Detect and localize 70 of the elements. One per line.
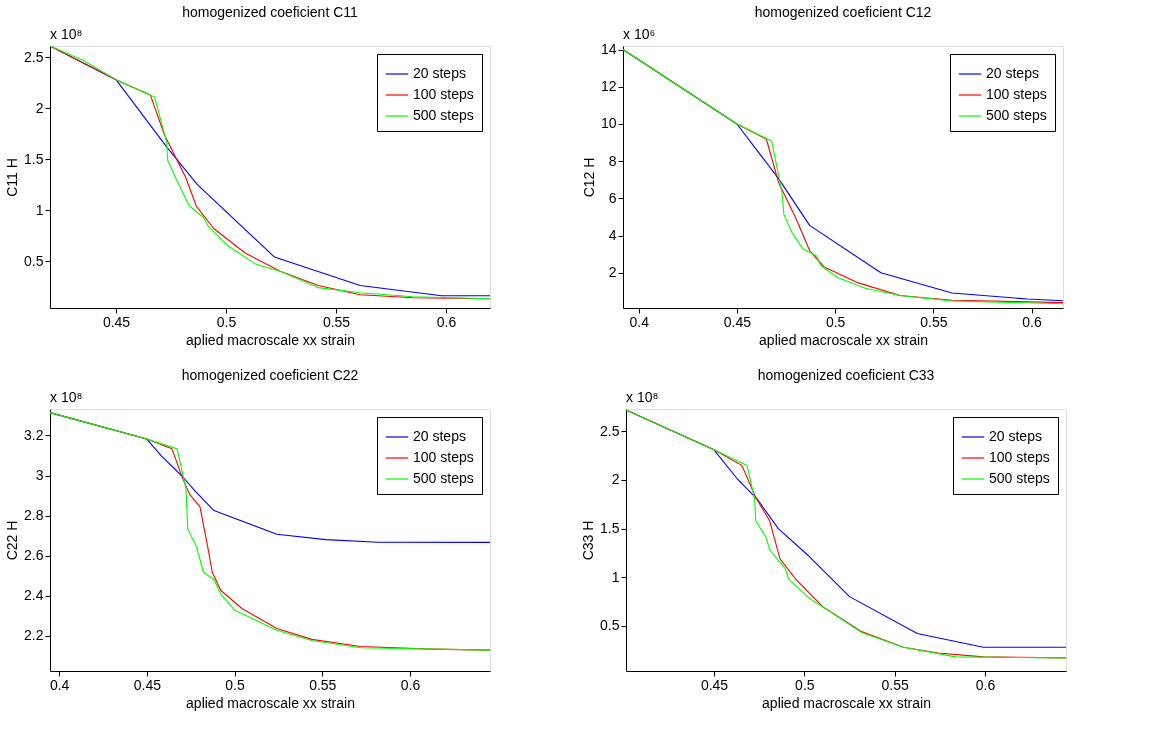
y-tick-label: 2 xyxy=(608,264,617,281)
chart-title: homogenized coeficient C12 xyxy=(754,4,932,20)
y-axis-title: C12 H xyxy=(580,157,597,198)
y-tick-label: 2.8 xyxy=(24,507,44,524)
x-tick-label: 0.45 xyxy=(700,676,729,693)
text: x 10⁶ xyxy=(623,26,656,42)
text: x 10⁸ xyxy=(626,389,659,405)
legend-label: 20 steps xyxy=(413,65,466,81)
x-axis-title: aplied macroscale xx strain xyxy=(186,694,355,711)
x-tick-label: 0.55 xyxy=(309,676,337,693)
x-tick-label: 0.5 xyxy=(225,676,245,693)
legend-label: 20 steps xyxy=(986,65,1039,81)
x-tick-label: 0.55 xyxy=(920,313,948,330)
y-tick-label: 0.5 xyxy=(24,252,44,269)
y-tick-label: 2.5 xyxy=(24,48,44,65)
x-tick-label: 0.4 xyxy=(49,676,70,693)
y-axis-title: C22 H xyxy=(4,520,21,561)
x-tick-label: 0.5 xyxy=(216,313,237,330)
legend-label: 500 steps xyxy=(413,470,474,486)
legend-label: 100 steps xyxy=(989,449,1050,465)
y-tick-label: 6 xyxy=(608,189,617,206)
y-tick-label: 1.5 xyxy=(24,150,44,167)
x-tick-label: 0.55 xyxy=(322,313,351,330)
x-tick-label: 0.55 xyxy=(881,676,910,693)
x-tick-label: 0.6 xyxy=(400,676,421,693)
legend-label: 500 steps xyxy=(989,470,1050,486)
text: x 10⁸ xyxy=(50,26,83,42)
y-axis-title: C11 H xyxy=(4,158,21,197)
y-tick-label: 10 xyxy=(600,115,617,132)
line-series xyxy=(50,412,490,651)
x-axis-title: aplied macroscale xx strain xyxy=(762,694,931,711)
text: x 10⁸ xyxy=(50,389,83,405)
y-tick-label: 14 xyxy=(600,41,617,58)
x-tick-label: 0.45 xyxy=(102,313,131,330)
x-tick-label: 0.6 xyxy=(975,676,996,693)
y-tick-label: 2.4 xyxy=(24,587,44,604)
chart-title: homogenized coeficient C22 xyxy=(181,367,359,383)
legend-label: 100 steps xyxy=(413,86,474,102)
x-tick-label: 0.6 xyxy=(436,313,457,330)
legend-label: 100 steps xyxy=(986,86,1047,102)
legend-label: 100 steps xyxy=(413,449,474,465)
y-tick-label: 3.2 xyxy=(24,426,44,443)
x-axis-title: aplied macroscale xx strain xyxy=(759,331,928,348)
x-tick-label: 0.6 xyxy=(1022,313,1043,330)
legend-label: 500 steps xyxy=(986,107,1047,123)
legend-label: 20 steps xyxy=(413,428,466,444)
x-tick-label: 0.45 xyxy=(723,313,752,330)
y-tick-label: 4 xyxy=(608,227,617,244)
x-axis-title: aplied macroscale xx strain xyxy=(186,331,355,348)
y-tick-label: 1.5 xyxy=(600,520,620,537)
y-tick-label: 0.5 xyxy=(600,617,620,634)
legend-label: 500 steps xyxy=(413,107,474,123)
x-tick-label: 0.5 xyxy=(795,676,815,693)
y-tick-label: 8 xyxy=(608,152,617,169)
chart-title: homogenized coeficient C33 xyxy=(757,367,935,383)
y-tick-label: 3 xyxy=(35,467,44,483)
y-tick-label: 2 xyxy=(611,471,620,488)
chart-title: homogenized coeficient C11 xyxy=(182,4,359,20)
y-axis-title: C33 H xyxy=(580,520,597,561)
x-tick-label: 0.4 xyxy=(629,313,650,330)
y-tick-label: 1 xyxy=(35,201,44,218)
y-tick-label: 12 xyxy=(600,78,617,95)
x-tick-label: 0.5 xyxy=(825,313,846,330)
y-tick-label: 1 xyxy=(611,568,620,585)
y-tick-label: 2.5 xyxy=(600,422,620,439)
y-tick-label: 2 xyxy=(35,99,44,116)
y-tick-label: 2.6 xyxy=(24,547,44,564)
legend-label: 20 steps xyxy=(989,428,1042,444)
x-tick-label: 0.45 xyxy=(133,676,162,693)
y-tick-label: 2.2 xyxy=(24,627,44,644)
